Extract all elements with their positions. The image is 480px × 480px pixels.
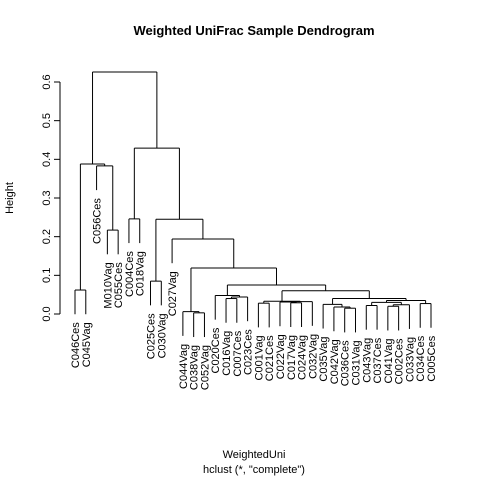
leaf-label: C024Vag: [297, 335, 309, 380]
y-tick-label: 0.4: [41, 152, 53, 167]
leaf-label: C002Ces: [394, 338, 406, 384]
leaf-label: C016Vag: [221, 331, 233, 376]
leaf-label: C033Vag: [404, 337, 416, 382]
leaf-label: C020Ces: [210, 327, 222, 373]
leaf-label: C035Vag: [318, 337, 330, 382]
leaf-label: C055Ces: [113, 262, 125, 308]
leaf-label: C018Vag: [135, 251, 147, 296]
leaf-label: C021Ces: [264, 335, 276, 381]
leaf-label: C038Vag: [189, 345, 201, 390]
leaf-label: C027Vag: [167, 271, 179, 316]
leaf-label: C022Vag: [275, 334, 287, 379]
leaf-label: M010Vag: [102, 262, 114, 308]
leaf-label: C044Vag: [178, 344, 190, 389]
leaf-label: C045Vag: [81, 322, 93, 367]
leaf-label: C001Vag: [253, 335, 265, 380]
y-tick-label: 0.5: [41, 113, 53, 128]
leaf-label: C034Ces: [415, 335, 427, 381]
leaf-label: C005Ces: [426, 335, 438, 381]
leaf-label: C007Ces: [232, 330, 244, 376]
leaf-label: C036Ces: [340, 340, 352, 386]
leaf-label: C056Ces: [92, 198, 104, 244]
leaf-label: C041Vag: [383, 338, 395, 383]
y-tick-label: 0.6: [41, 74, 53, 89]
leaf-label: C032Vag: [307, 334, 319, 379]
leaf-label: C004Ces: [124, 251, 136, 297]
y-tick-label: 0.1: [41, 268, 53, 283]
x-axis-label: WeightedUni: [223, 449, 286, 461]
leaf-label: C043Vag: [361, 338, 373, 383]
chart-title: Weighted UniFrac Sample Dendrogram: [133, 23, 374, 38]
leaf-label: C017Vag: [286, 335, 298, 380]
leaf-label: C052Vag: [199, 345, 211, 390]
leaf-label: C046Ces: [70, 322, 82, 368]
leaf-label: C030Vag: [156, 313, 168, 358]
y-tick-label: 0.3: [41, 190, 53, 205]
leaf-label: C025Ces: [146, 313, 158, 359]
leaf-label: C037Ces: [372, 337, 384, 383]
subtitle: hclust (*, "complete"): [203, 464, 305, 476]
leaf-label: C031Vag: [350, 340, 362, 385]
leaf-label: C042Vag: [329, 339, 341, 384]
y-axis-label: Height: [4, 182, 16, 214]
leaf-label: C023Ces: [243, 329, 255, 375]
y-tick-label: 0.0: [41, 306, 53, 321]
y-tick-label: 0.2: [41, 229, 53, 244]
